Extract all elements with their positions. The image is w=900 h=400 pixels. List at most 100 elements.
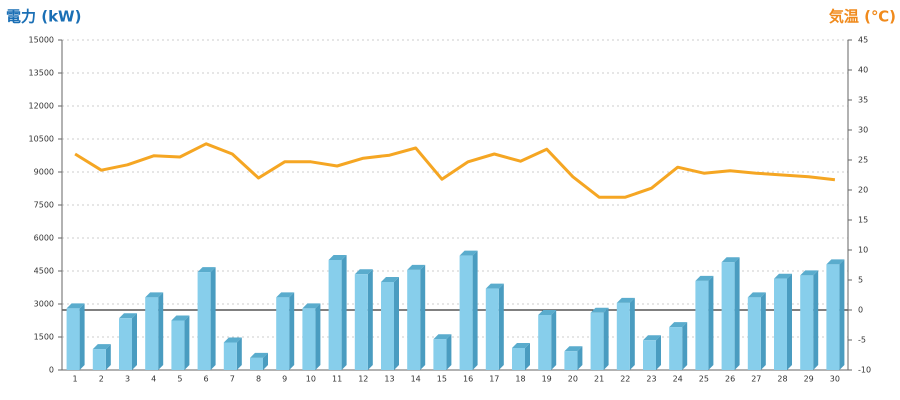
- bar-side: [629, 297, 635, 370]
- bar-top: [276, 292, 295, 298]
- bar-top: [354, 269, 373, 275]
- bar-top: [407, 264, 426, 270]
- bar: [119, 318, 132, 370]
- bar-top: [119, 313, 137, 319]
- x-tick-label: 29: [804, 375, 814, 384]
- y-tick-label: 4500: [34, 267, 54, 276]
- y2-tick-label: 20: [858, 186, 868, 195]
- x-tick-label: 14: [411, 375, 421, 384]
- bar: [564, 351, 578, 370]
- y2-tick-label: 5: [858, 276, 863, 285]
- y-tick-label: 3000: [34, 300, 54, 309]
- bar-top: [66, 303, 85, 309]
- bar-top: [381, 277, 399, 282]
- bar-top: [250, 352, 268, 358]
- x-tick-label: 22: [620, 375, 630, 384]
- bar-side: [367, 269, 373, 370]
- bar-side: [708, 275, 714, 370]
- bar: [774, 278, 787, 370]
- bar-side: [682, 322, 688, 370]
- bar-side: [79, 303, 85, 370]
- bar-side: [132, 313, 137, 370]
- bar: [826, 264, 840, 370]
- bar: [145, 297, 159, 370]
- bar: [538, 315, 552, 370]
- bar-side: [446, 334, 452, 370]
- bar-top: [800, 270, 819, 276]
- y2-axis-title: 気温 (℃): [829, 8, 896, 26]
- line: [74, 142, 836, 199]
- y-tick-label: 1500: [34, 333, 54, 342]
- bar: [354, 274, 368, 370]
- bar-side: [158, 292, 164, 370]
- bar-side: [105, 344, 111, 370]
- y2-tick-label: 45: [858, 36, 868, 45]
- x-tick-label: 18: [515, 375, 525, 384]
- bar-top: [590, 307, 609, 313]
- y2-tick-label: 25: [858, 156, 868, 165]
- bar-side: [472, 250, 478, 370]
- bar: [171, 320, 185, 370]
- y-tick-label: 12000: [29, 102, 54, 111]
- bar: [669, 327, 683, 370]
- bar-side: [420, 264, 426, 370]
- bar-top: [512, 343, 530, 348]
- bar: [721, 262, 735, 370]
- y-tick-label: 10500: [29, 135, 54, 144]
- bar: [459, 255, 473, 370]
- bar: [250, 357, 263, 370]
- x-tick-label: 19: [542, 375, 552, 384]
- x-tick-label: 28: [777, 375, 787, 384]
- bar-top: [459, 250, 478, 256]
- x-tick-label: 11: [332, 375, 342, 384]
- bar: [616, 302, 630, 370]
- bar-side: [577, 346, 583, 370]
- bar-top: [826, 259, 845, 265]
- bar-top: [669, 322, 688, 328]
- bar-top: [616, 297, 635, 303]
- bar-side: [525, 343, 530, 370]
- x-tick-label: 15: [437, 375, 447, 384]
- bar: [407, 269, 421, 370]
- x-tick-label: 20: [568, 375, 578, 384]
- x-tick-label: 2: [99, 375, 104, 384]
- bar-top: [328, 255, 347, 260]
- y2-tick-label: 15: [858, 216, 868, 225]
- x-tick-label: 23: [646, 375, 656, 384]
- bar: [92, 349, 106, 370]
- bar-side: [210, 267, 216, 370]
- bar-side: [813, 270, 819, 370]
- bar-top: [721, 257, 740, 263]
- x-tick-label: 5: [177, 375, 182, 384]
- bar: [747, 297, 761, 370]
- bar-side: [787, 273, 792, 370]
- bar-top: [564, 346, 583, 352]
- bar-side: [656, 335, 661, 370]
- y2-tick-label: 30: [858, 126, 868, 135]
- x-tick-label: 26: [725, 375, 735, 384]
- bar-side: [839, 259, 845, 370]
- x-tick-label: 4: [151, 375, 156, 384]
- x-tick-label: 8: [256, 375, 261, 384]
- bar: [695, 280, 709, 370]
- bar-side: [498, 283, 504, 370]
- bar-top: [774, 273, 792, 279]
- y2-tick-label: 10: [858, 246, 868, 255]
- bar-side: [263, 352, 268, 370]
- bar-side: [760, 292, 766, 370]
- x-tick-label: 9: [282, 375, 287, 384]
- x-tick-label: 25: [699, 375, 709, 384]
- bar: [276, 297, 290, 370]
- y2-tick-label: 35: [858, 96, 868, 105]
- bar-top: [485, 283, 504, 289]
- bar: [66, 308, 80, 370]
- bar-side: [603, 307, 609, 370]
- bar-top: [197, 267, 216, 273]
- y2-tick-label: -5: [858, 336, 866, 345]
- bar-side: [289, 292, 295, 370]
- x-tick-label: 17: [489, 375, 499, 384]
- bar: [197, 272, 211, 370]
- x-tick-label: 12: [358, 375, 368, 384]
- y2-tick-label: 0: [858, 306, 863, 315]
- x-tick-label: 3: [125, 375, 130, 384]
